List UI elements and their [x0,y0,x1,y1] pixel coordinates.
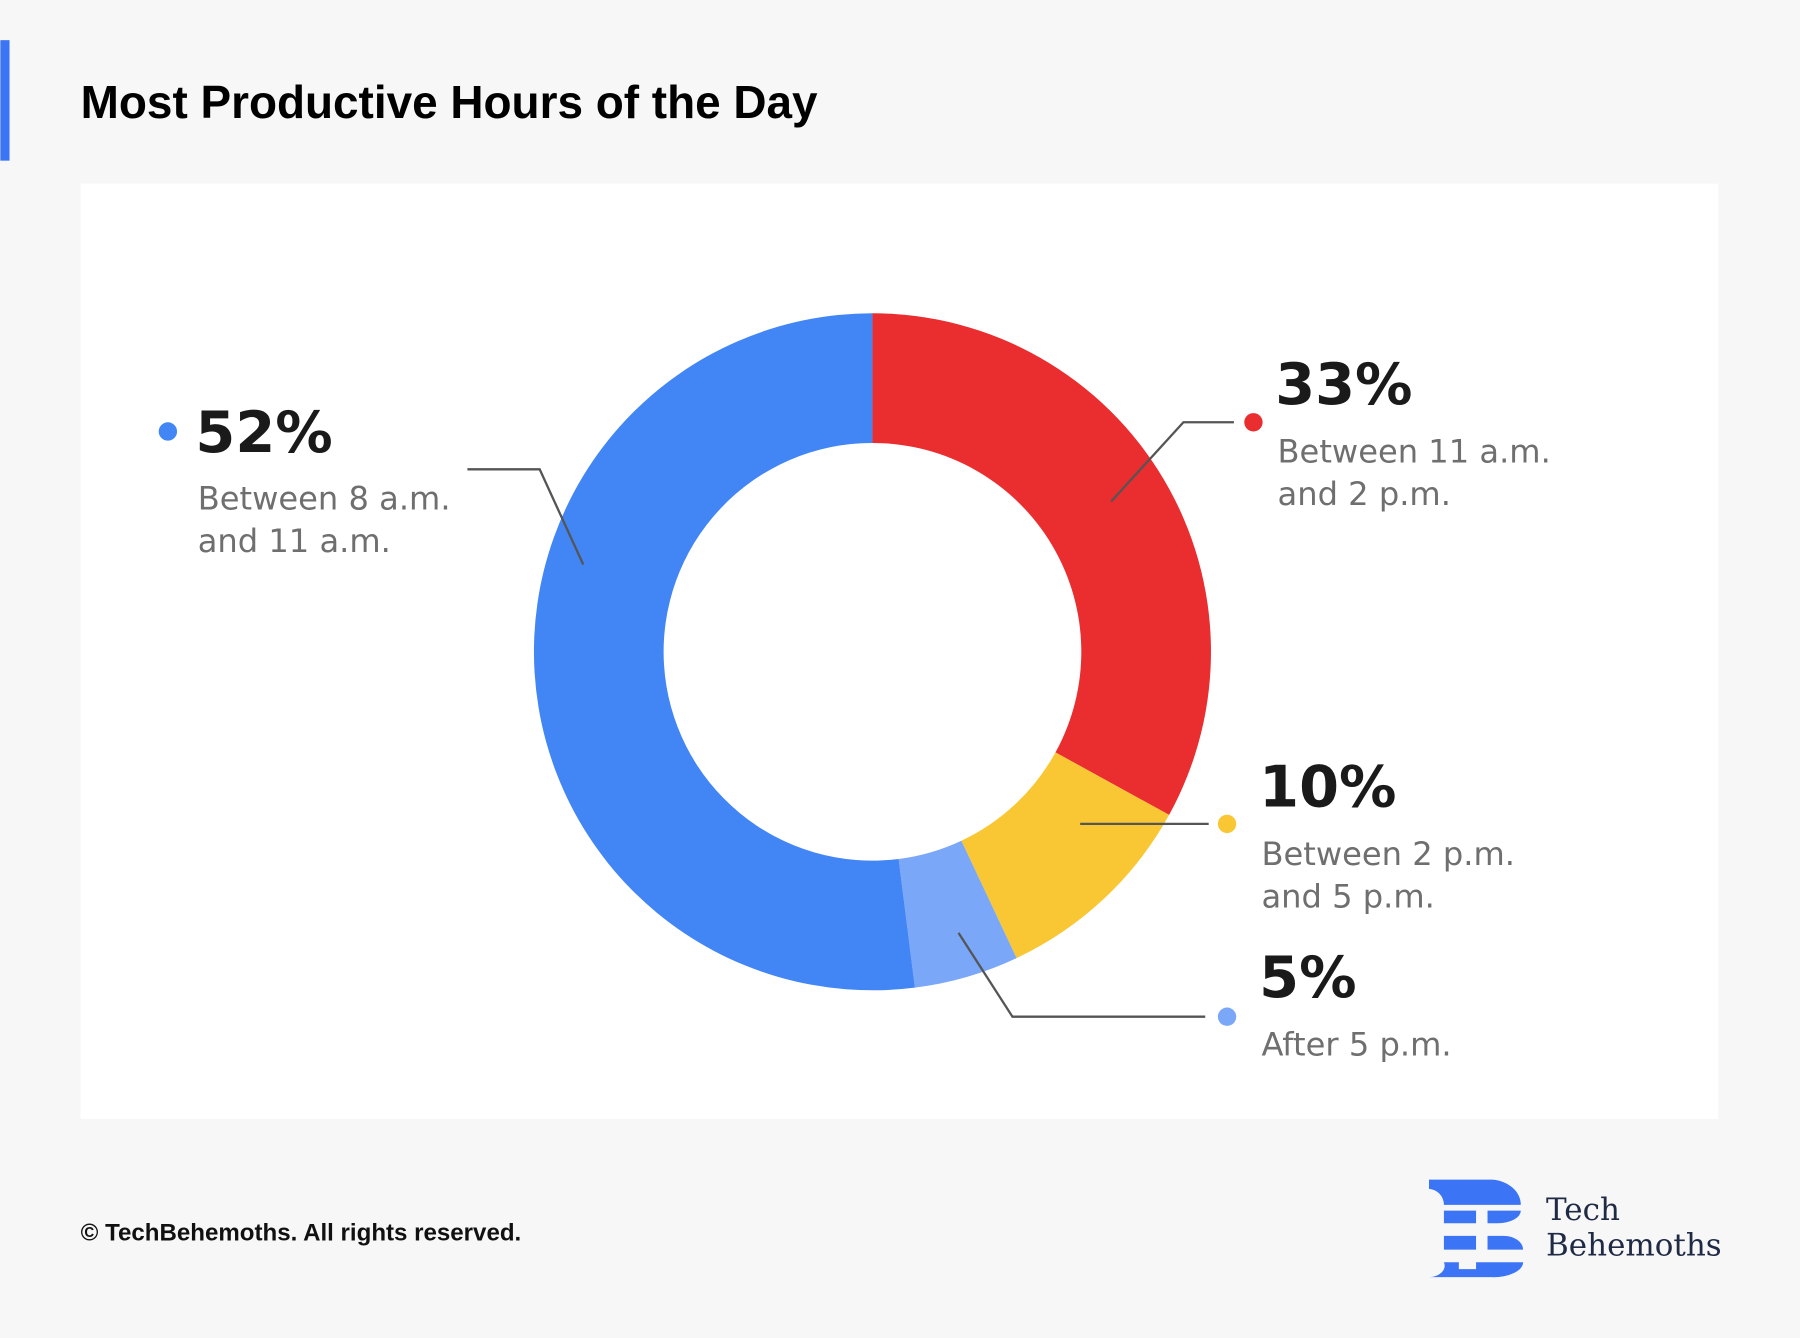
legend-dot-5 [1217,1007,1237,1026]
logo-text-line1: Tech [1546,1192,1620,1228]
page-title: Most Productive Hours of the Day [81,76,818,128]
data-label-10: 10% [1259,754,1396,821]
label-desc-10-line1: Between 2 p.m. [1261,835,1515,873]
accent-bar [0,40,10,161]
label-desc-33-line1: Between 11 a.m. [1278,432,1551,470]
donut-slice-33 [872,313,1211,815]
donut-slice-5 [898,840,1017,988]
label-desc-33-line2: and 2 p.m. [1278,475,1451,513]
label-desc-52-line2: and 11 a.m. [198,522,391,560]
donut-chart [533,313,1211,991]
copyright-text: © TechBehemoths. All rights reserved. [81,1219,522,1246]
label-desc-5-line1: After 5 p.m. [1261,1026,1451,1064]
data-label-52: 52% [195,399,332,466]
logo-text-line2: Behemoths [1546,1227,1722,1263]
leader-line-5 [957,932,1206,1018]
legend-dot-10 [1217,814,1237,834]
legend-dot-52 [158,422,178,441]
data-label-5: 5% [1259,944,1356,1011]
techbehemoths-logo-icon [1429,1179,1524,1278]
data-label-33: 33% [1275,351,1412,418]
label-desc-52-line1: Between 8 a.m. [198,479,451,517]
label-desc-10-line2: and 5 p.m. [1261,878,1434,916]
leader-line-52 [467,468,585,566]
donut-slice-52 [533,313,915,991]
legend-dot-33 [1244,413,1263,432]
donut-slice-10 [961,752,1170,959]
leader-line-33 [1110,421,1234,503]
